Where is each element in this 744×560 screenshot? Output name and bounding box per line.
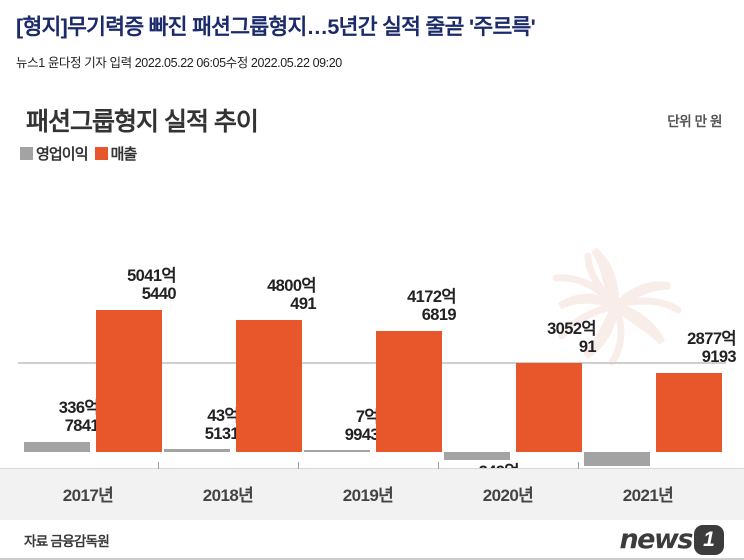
legend-swatch-revenue-icon — [94, 147, 108, 160]
axis-label-2019: 2019년 — [342, 486, 394, 505]
value-line-2: 7841 — [64, 417, 100, 436]
axis-tick — [578, 462, 579, 469]
infographic-footer: 자료 금융감독원 news 1 — [0, 520, 744, 560]
bar-revenue-2019[interactable] — [376, 331, 442, 452]
value-line-2: 9943 — [344, 426, 380, 445]
bar-revenue-2020[interactable] — [516, 363, 582, 452]
bar-revenue-2021[interactable] — [656, 373, 722, 452]
bar-group-2019: 7억 9943 4172억 6819 — [295, 88, 457, 468]
x-axis-band: 2017년 2018년 2019년 2020년 2021년 — [0, 462, 744, 521]
value-label-revenue-2020: 3052억 91 — [496, 320, 596, 357]
value-label-revenue-2018: 4800억 491 — [216, 277, 316, 314]
value-line-1: 5041억 — [127, 267, 176, 285]
bar-revenue-2017[interactable] — [96, 310, 162, 452]
value-label-profit-2018: 43억 5131 — [155, 407, 240, 444]
axis-tick — [158, 462, 159, 469]
value-line-1: 2877억 — [687, 330, 736, 348]
bar-profit-2017[interactable] — [24, 442, 90, 452]
chart-legend: 영업이익 매출 — [20, 143, 138, 164]
article-header: [형지]무기력증 빠진 패션그룹형지…5년간 실적 줄곧 '주르륵' 뉴스1 윤… — [0, 0, 744, 71]
value-line-1: 4800억 — [267, 277, 316, 295]
bar-profit-2019[interactable] — [304, 450, 370, 452]
logo-mark-icon: 1 — [694, 524, 724, 555]
value-line-2: 5131 — [204, 425, 240, 444]
value-line-1: 3052억 — [547, 320, 596, 338]
value-line-2: 6819 — [421, 306, 457, 325]
legend-item-profit: 영업이익 — [20, 143, 89, 164]
legend-swatch-profit-icon — [20, 147, 33, 160]
bar-group-2020: -249억 6903 3052억 91 — [438, 88, 597, 499]
axis-label-2021: 2021년 — [622, 486, 674, 505]
value-line-1: 43억 — [207, 407, 239, 425]
value-line-1: 336억 — [58, 399, 100, 417]
axis-tick — [298, 462, 299, 469]
byline: 뉴스1 윤다정 기자 입력 2022.05.22 06:05수정 2022.05… — [16, 55, 342, 70]
news1-logo: news 1 — [619, 524, 724, 555]
legend-label-profit: 영업이익 — [36, 146, 89, 163]
page-title: [형지]무기력증 빠진 패션그룹형지…5년간 실적 줄곧 '주르륵' — [16, 15, 536, 39]
zero-baseline — [18, 362, 726, 364]
bar-profit-2018[interactable] — [164, 449, 230, 452]
source-label: 자료 금융감독원 — [24, 534, 110, 549]
value-label-profit-2019: 7억 9943 — [295, 408, 380, 445]
bar-profit-2020[interactable] — [444, 452, 510, 460]
value-label-revenue-2021: 2877억 9193 — [636, 330, 736, 367]
axis-label-2020: 2020년 — [482, 486, 534, 505]
value-line-1: 4172억 — [407, 288, 456, 306]
axis-label-2018: 2018년 — [202, 486, 254, 505]
bar-profit-2021[interactable] — [584, 452, 650, 466]
value-line-1: 7억 — [355, 408, 380, 426]
value-label-revenue-2017: 5041억 5440 — [76, 267, 176, 304]
infographic-panel: 패션그룹형지 실적 추이 단위 만 원 영업이익 매출 336억 7841 50… — [0, 88, 744, 560]
value-line-2: 5440 — [141, 285, 177, 304]
axis-label-2017: 2017년 — [62, 486, 114, 505]
legend-label-revenue: 매출 — [110, 146, 138, 163]
chart-title: 패션그룹형지 실적 추이 — [26, 108, 259, 136]
value-line-2: 9193 — [701, 348, 737, 367]
value-label-revenue-2019: 4172억 6819 — [356, 288, 456, 325]
bar-group-2021: -522억 6462 2877억 9193 — [578, 88, 737, 505]
bar-group-2017: 336억 7841 5041억 5440 — [15, 88, 177, 468]
value-line-2: 491 — [290, 295, 316, 314]
logo-wordmark: news — [619, 524, 693, 555]
axis-tick — [438, 462, 439, 469]
value-line-2: 91 — [578, 338, 597, 357]
bottom-divider — [0, 558, 744, 560]
bar-group-2018: 43억 5131 4800억 491 — [155, 88, 317, 468]
value-label-profit-2017: 336억 7841 — [15, 399, 100, 436]
unit-label: 단위 만 원 — [667, 114, 722, 129]
bar-revenue-2018[interactable] — [236, 320, 302, 452]
legend-item-revenue: 매출 — [94, 143, 138, 164]
plot-area: 336억 7841 5041억 5440 43억 5131 4800억 491 — [0, 88, 744, 505]
